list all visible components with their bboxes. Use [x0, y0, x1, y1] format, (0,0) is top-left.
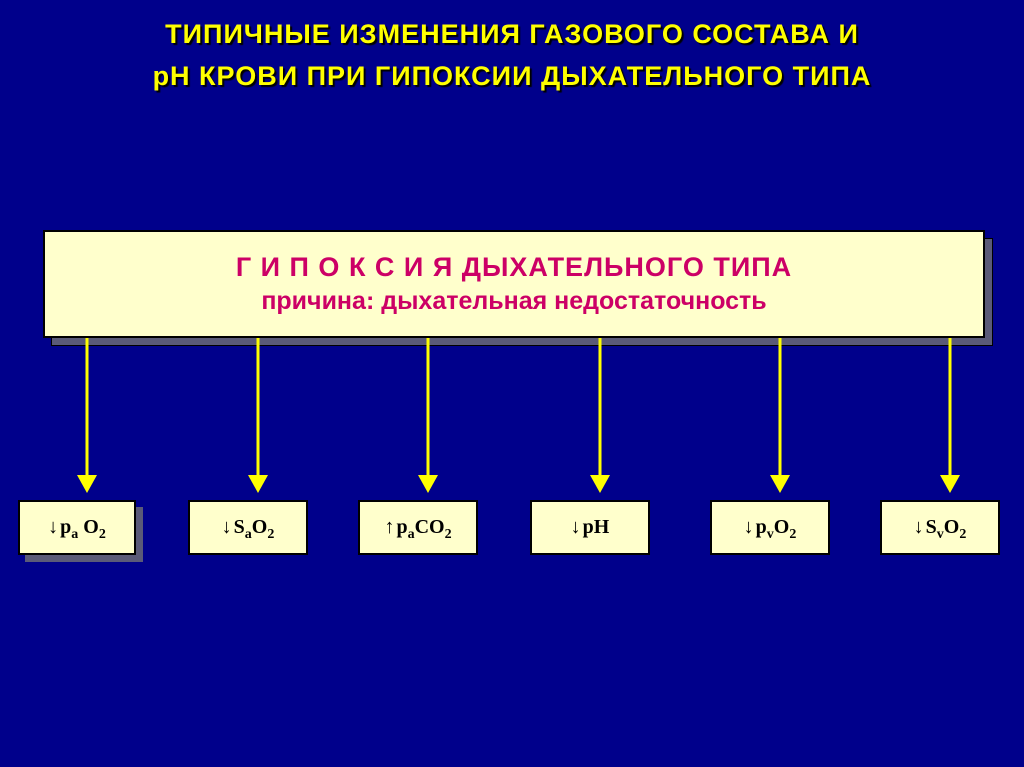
- main-box-line-2: причина: дыхательная недостаточность: [261, 287, 766, 316]
- arrow-head-icon: [77, 475, 97, 493]
- arrow-1: [77, 338, 97, 493]
- param-box-4: ↓ pH: [530, 500, 650, 555]
- arrow-up-icon: ↑: [384, 516, 394, 539]
- arrow-head-icon: [248, 475, 268, 493]
- arrow-line-icon: [949, 338, 952, 475]
- arrow-line-icon: [257, 338, 260, 475]
- param-label: pH: [583, 516, 610, 539]
- arrow-line-icon: [599, 338, 602, 475]
- main-box-line-1: Г И П О К С И Я ДЫХАТЕЛЬНОГО ТИПА: [236, 252, 792, 283]
- param-label: pa O2: [60, 516, 106, 539]
- arrow-line-icon: [779, 338, 782, 475]
- arrow-line-icon: [427, 338, 430, 475]
- param-label: paCO2: [396, 516, 451, 539]
- param-box-3: ↑paCO2: [358, 500, 478, 555]
- arrow-head-icon: [418, 475, 438, 493]
- arrow-6: [940, 338, 960, 493]
- arrow-down-icon: ↓: [914, 516, 924, 539]
- title-line-1: ТИПИЧНЫЕ ИЗМЕНЕНИЯ ГАЗОВОГО СОСТАВА И: [165, 19, 859, 49]
- param-box-5: ↓pvO2: [710, 500, 830, 555]
- arrow-down-icon: ↓: [571, 516, 581, 539]
- arrow-4: [590, 338, 610, 493]
- arrow-3: [418, 338, 438, 493]
- slide-title: ТИПИЧНЫЕ ИЗМЕНЕНИЯ ГАЗОВОГО СОСТАВА И рН…: [0, 14, 1024, 98]
- param-box-2: ↓SaO2: [188, 500, 308, 555]
- arrow-head-icon: [940, 475, 960, 493]
- arrow-2: [248, 338, 268, 493]
- param-box-1: ↓pa O2: [18, 500, 136, 555]
- main-box: Г И П О К С И Я ДЫХАТЕЛЬНОГО ТИПА причин…: [43, 230, 985, 338]
- arrow-head-icon: [590, 475, 610, 493]
- arrow-down-icon: ↓: [744, 516, 754, 539]
- param-box-6: ↓SvO2: [880, 500, 1000, 555]
- title-line-2: рН КРОВИ ПРИ ГИПОКСИИ ДЫХАТЕЛЬНОГО ТИПА: [153, 61, 872, 91]
- arrow-5: [770, 338, 790, 493]
- arrow-down-icon: ↓: [222, 516, 232, 539]
- param-label: pvO2: [756, 516, 797, 539]
- arrow-head-icon: [770, 475, 790, 493]
- arrow-line-icon: [86, 338, 89, 475]
- param-label: SvO2: [926, 516, 967, 539]
- param-label: SaO2: [234, 516, 275, 539]
- arrow-down-icon: ↓: [48, 516, 58, 539]
